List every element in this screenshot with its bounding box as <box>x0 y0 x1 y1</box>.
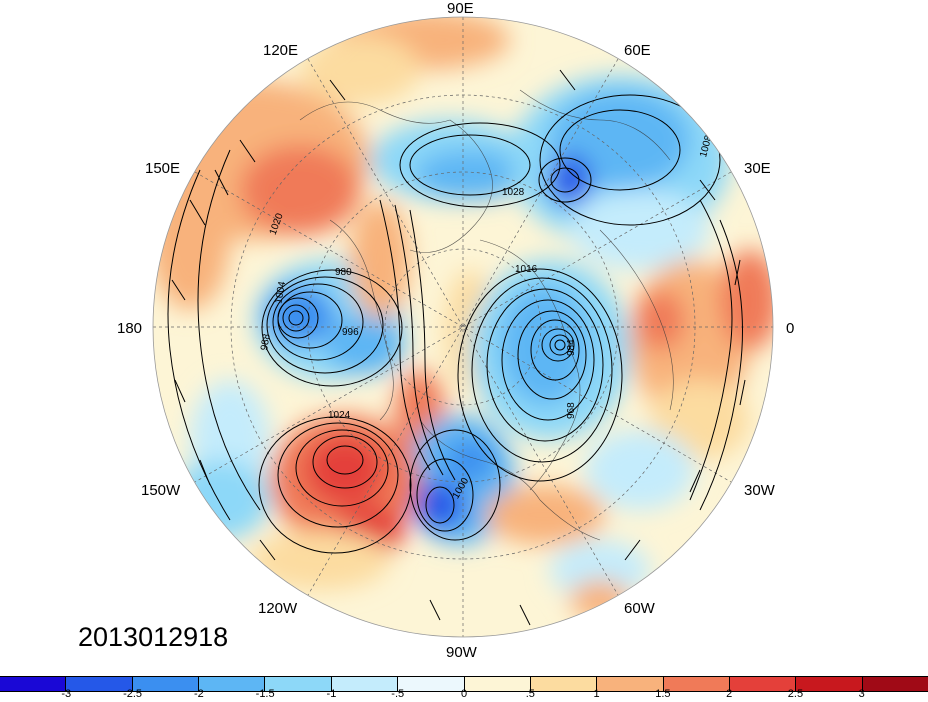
longitude-label-120e: 120E <box>263 42 299 59</box>
graticule <box>153 17 773 637</box>
contour-label: 984 <box>566 339 577 356</box>
colorbar-swatch <box>729 677 797 691</box>
contour-label: 968 <box>566 402 577 419</box>
colorbar-tick-label: -.5 <box>391 688 405 700</box>
longitude-label-90w: 90W <box>446 644 477 661</box>
colorbar-swatch <box>132 677 200 691</box>
contour-label: 1028 <box>502 187 525 198</box>
colorbar-tick-label: 2.5 <box>787 688 804 700</box>
colorbar-tick-label: 1.5 <box>655 688 671 700</box>
contour-label: 996 <box>342 327 359 338</box>
colorbar-tick-label: -1 <box>326 688 337 700</box>
colorbar <box>0 676 928 692</box>
colorbar-swatch <box>464 677 531 691</box>
longitude-label-180: 180 <box>117 320 143 337</box>
colorbar-tick-label: .5 <box>525 688 535 700</box>
colorbar-swatch <box>265 677 332 691</box>
colorbar-tick-label: -2 <box>193 688 204 700</box>
colorbar-swatch <box>398 677 465 691</box>
longitude-label-60e: 60E <box>624 42 651 59</box>
timestamp-label: 2013012918 <box>78 622 229 652</box>
longitude-label-0: 0 <box>786 320 795 337</box>
longitude-label-30w: 30W <box>744 482 775 499</box>
longitude-label-30e: 30E <box>744 160 771 177</box>
colorbar-swatch <box>331 677 399 691</box>
contour-label: 1012 <box>343 13 358 37</box>
colorbar-swatch <box>66 677 133 691</box>
contour-label: 1004 <box>273 280 288 304</box>
colorbar-tick-label: 3 <box>858 688 865 700</box>
longitude-label-120w: 120W <box>258 600 298 617</box>
colorbar-tick-label: -1.5 <box>255 688 275 700</box>
contour-label: 1016 <box>515 264 538 275</box>
pressure-contours <box>167 94 743 554</box>
longitude-label-90e: 90E <box>447 0 474 17</box>
longitude-label-60w: 60W <box>624 600 655 617</box>
contour-label: 1024 <box>328 410 351 421</box>
colorbar-swatch <box>530 677 598 691</box>
colorbar-swatch <box>663 677 730 691</box>
wind-barbs <box>171 69 746 626</box>
colorbar-tick-label: 1 <box>593 688 600 700</box>
longitude-label-150w: 150W <box>141 482 181 499</box>
colorbar-swatch <box>862 677 928 691</box>
colorbar-tick-label: -3 <box>61 688 72 700</box>
colorbar-swatch <box>0 677 67 691</box>
map-boundary <box>152 16 774 638</box>
coastlines <box>299 89 674 541</box>
contour-label: 980 <box>335 267 352 278</box>
polar-map: 1012 1008 1016 1020 1024 1028 1004 1000 … <box>152 13 774 638</box>
longitude-label-150e: 150E <box>145 160 181 177</box>
colorbar-swatch <box>199 677 266 691</box>
contour-label: 988 <box>259 333 273 352</box>
colorbar-tick-label: 0 <box>460 688 468 700</box>
colorbar-tick-label: 2 <box>726 688 733 700</box>
colorbar-swatch <box>796 677 863 691</box>
colorbar-tick-label: -2.5 <box>123 688 143 700</box>
colorbar-swatch <box>597 677 664 691</box>
